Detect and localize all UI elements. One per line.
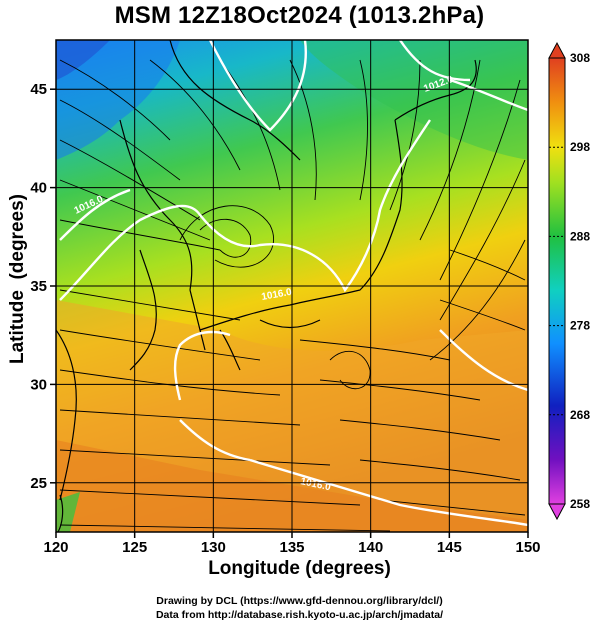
colorbar-max-arrow xyxy=(548,41,566,59)
colorbar-min-arrow xyxy=(548,503,566,521)
credit-line-drawing: Drawing by DCL (https://www.gfd-dennou.o… xyxy=(156,595,443,607)
y-axis-label: Latitude (degrees) xyxy=(7,194,28,364)
x-axis-label: Longitude (degrees) xyxy=(208,558,391,579)
colorbar-tick-label: 258 xyxy=(570,497,590,511)
colorbar-tick-label: 278 xyxy=(570,319,590,333)
contour-label: 1016.0 xyxy=(261,287,293,303)
coastlines xyxy=(56,40,477,532)
x-tick-label: 135 xyxy=(279,539,304,556)
y-tick-label: 40 xyxy=(30,180,47,197)
colorbar-tick-label: 288 xyxy=(570,229,590,243)
credit-line-data: Data from http://database.rish.kyoto-u.a… xyxy=(155,609,444,621)
x-tick-label: 150 xyxy=(515,539,540,556)
y-tick-label: 30 xyxy=(30,376,47,393)
x-tick-label: 120 xyxy=(43,539,68,556)
y-tick-label: 25 xyxy=(30,475,47,492)
map-title: MSM 12Z18Oct2024 (1013.2hPa) xyxy=(114,2,485,29)
colorbar-tick-label: 308 xyxy=(570,51,590,65)
x-tick-label: 145 xyxy=(437,539,462,556)
y-tick-label: 35 xyxy=(30,278,47,295)
x-tick-label: 130 xyxy=(201,539,226,556)
y-tick-label: 45 xyxy=(30,81,47,98)
x-tick-label: 140 xyxy=(358,539,383,556)
x-tick-label: 125 xyxy=(122,539,147,556)
colorbar-tick-label: 268 xyxy=(570,408,590,422)
colorbar: 258 268 278 288 298 308 xyxy=(548,41,590,521)
wind-streamlines xyxy=(59,59,526,532)
colorbar-tick-label: 298 xyxy=(570,140,590,154)
axis-ticks: 120 125 130 135 140 145 150 25 30 35 40 45 xyxy=(30,81,540,556)
